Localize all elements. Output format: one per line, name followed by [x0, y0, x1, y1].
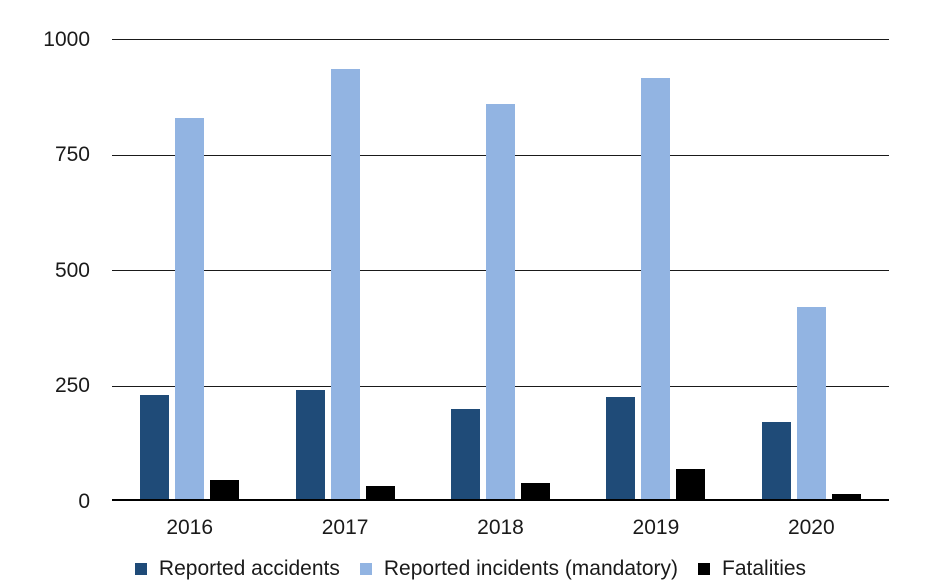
bar-reported-accidents-2019: [606, 397, 636, 501]
y-tick-label: 500: [54, 258, 90, 282]
bar-fatalities-2020: [831, 494, 861, 501]
bar-reported-incidents-mandatory-2020: [796, 306, 826, 501]
legend-item-reported-accidents: Reported accidents: [134, 557, 340, 581]
gridline-1000: [112, 39, 889, 40]
x-tick-label-2017: 2017: [321, 516, 369, 539]
x-tick-label-2020: 2020: [787, 516, 835, 539]
legend-label: Reported accidents: [158, 557, 340, 580]
bar-reported-accidents-2018: [451, 408, 480, 501]
legend-label: Fatalities: [722, 557, 807, 580]
bar-reported-incidents-mandatory-2016: [175, 117, 205, 501]
legend-swatch-icon: [134, 563, 147, 575]
legend-swatch-icon: [698, 563, 711, 575]
legend-label: Reported incidents (mandatory): [383, 557, 679, 580]
plot-area: [112, 39, 889, 501]
bar-fatalities-2017: [365, 486, 395, 501]
bar-reported-incidents-mandatory-2019: [641, 78, 671, 501]
bar-fatalities-2019: [676, 468, 706, 501]
y-tick-label: 1000: [43, 27, 90, 51]
bar-reported-incidents-mandatory-2018: [486, 103, 515, 501]
x-tick-label-2019: 2019: [632, 516, 680, 539]
legend-swatch-icon: [359, 563, 372, 575]
legend-item-reported-incidents-mandatory: Reported incidents (mandatory): [359, 557, 679, 581]
x-tick-label-2016: 2016: [166, 516, 214, 539]
x-tick-label-2018: 2018: [477, 516, 524, 539]
y-tick-label: 750: [54, 143, 90, 166]
bar-reported-accidents-2020: [761, 422, 791, 501]
bar-reported-accidents-2017: [295, 390, 325, 501]
x-axis-line: [112, 499, 889, 501]
bar-reported-incidents-mandatory-2017: [330, 69, 360, 501]
bar-fatalities-2016: [210, 480, 240, 501]
bar-fatalities-2018: [521, 483, 550, 501]
bar-reported-accidents-2016: [140, 394, 170, 501]
y-tick-label: 0: [78, 489, 90, 513]
legend-item-fatalities: Fatalities: [698, 557, 806, 581]
legend: Reported accidents Reported incidents (ma…: [0, 557, 941, 581]
y-tick-label: 250: [54, 374, 90, 397]
